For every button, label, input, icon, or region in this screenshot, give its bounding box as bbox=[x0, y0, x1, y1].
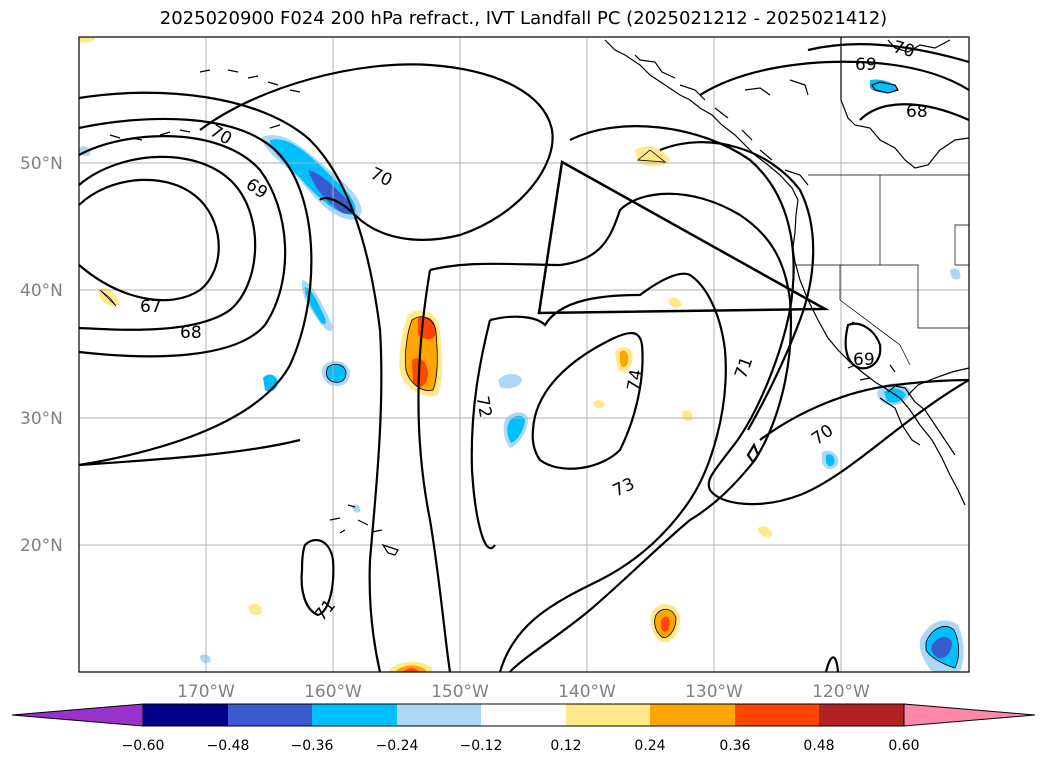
colorbar-segment bbox=[819, 704, 904, 726]
contour-label: 72 bbox=[472, 395, 495, 420]
map-panel bbox=[79, 37, 969, 672]
colorbar-tick: −0.48 bbox=[207, 738, 250, 754]
colorbar-extend-low bbox=[11, 703, 144, 727]
colorbar-segment bbox=[228, 704, 312, 726]
lon-label: 130°W bbox=[685, 682, 743, 702]
contour-label: 69 bbox=[853, 350, 875, 370]
colorbar-tick: 0.60 bbox=[888, 738, 919, 754]
landfall-polygon bbox=[537, 160, 830, 315]
lon-label: 150°W bbox=[431, 682, 489, 702]
colorbar-tick: 0.24 bbox=[634, 738, 665, 754]
contour-label: 69 bbox=[855, 55, 877, 75]
lon-labels: 170°W 160°W 150°W 140°W 130°W 120°W bbox=[177, 682, 870, 702]
map-title: 2025020900 F024 200 hPa refract., IVT La… bbox=[159, 8, 888, 29]
colorbar-extend-high bbox=[903, 703, 1036, 727]
contour-label: 68 bbox=[906, 102, 928, 122]
colorbar-segment bbox=[143, 704, 228, 726]
coastlines bbox=[109, 37, 970, 556]
shade-outlines bbox=[99, 149, 960, 669]
colorbar-segment bbox=[481, 704, 566, 726]
colorbar-tick: −0.36 bbox=[291, 738, 334, 754]
contour-label: 68 bbox=[180, 323, 202, 343]
lat-label: 20°N bbox=[20, 536, 63, 556]
lon-label: 170°W bbox=[177, 682, 235, 702]
lon-label: 160°W bbox=[304, 682, 362, 702]
contour-label: 67 bbox=[140, 297, 162, 317]
colorbar-segment bbox=[566, 704, 650, 726]
colorbar-segment bbox=[735, 704, 819, 726]
colorbar: −0.60 −0.48 −0.36 −0.24 −0.12 0.12 0.24 … bbox=[11, 703, 1036, 754]
map-frame bbox=[78, 36, 970, 673]
refractivity-contours bbox=[78, 43, 970, 673]
colorbar-segment bbox=[650, 704, 735, 726]
borders bbox=[795, 174, 970, 366]
colorbar-tick: 0.36 bbox=[719, 738, 750, 754]
colorbar-tick: −0.24 bbox=[376, 738, 419, 754]
colorbar-outline bbox=[142, 703, 905, 727]
colorbar-tick: 0.48 bbox=[803, 738, 834, 754]
lat-label: 40°N bbox=[20, 281, 63, 301]
lon-label: 140°W bbox=[558, 682, 616, 702]
colorbar-tick: −0.12 bbox=[460, 738, 503, 754]
colorbar-tick: 0.12 bbox=[550, 738, 581, 754]
colorbar-segment bbox=[397, 704, 481, 726]
lon-label: 120°W bbox=[812, 682, 870, 702]
lat-label: 30°N bbox=[20, 409, 63, 429]
colorbar-segment bbox=[312, 704, 397, 726]
lat-labels: 50°N 40°N 30°N 20°N bbox=[20, 154, 63, 556]
colorbar-tick: −0.60 bbox=[122, 738, 165, 754]
contour-label: 74 bbox=[624, 368, 647, 393]
lat-label: 50°N bbox=[20, 154, 63, 174]
